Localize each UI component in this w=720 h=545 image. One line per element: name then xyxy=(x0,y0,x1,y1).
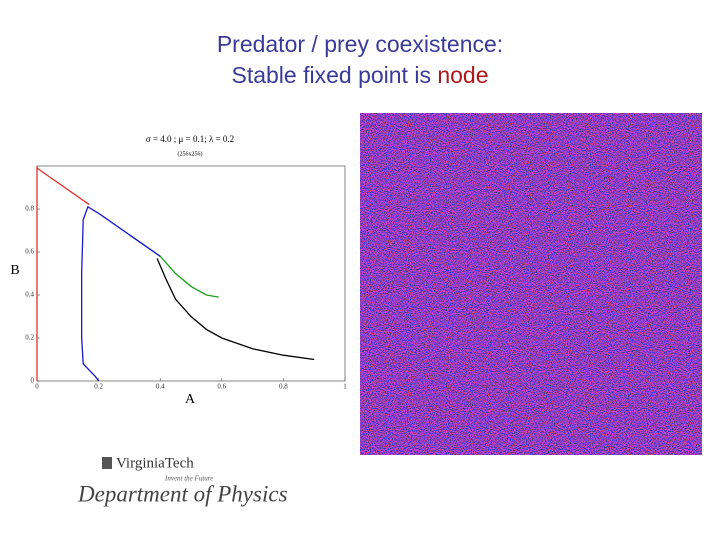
chart-title: σ = 4.0 ; μ = 0.1; λ = 0.2 xyxy=(146,134,234,144)
y-tick-label: 0.2 xyxy=(25,334,34,342)
plot-frame xyxy=(36,165,346,382)
title-line: Stable fixed point is node xyxy=(231,62,488,88)
trajectory xyxy=(156,258,315,361)
trajectory xyxy=(36,167,90,206)
x-tick-label: 0.6 xyxy=(217,383,226,391)
lattice-noise xyxy=(360,113,702,455)
x-tick-label: 1 xyxy=(343,383,347,391)
logo-emblem xyxy=(102,457,112,469)
title-text: Stable fixed point is xyxy=(231,62,430,88)
y-tick-label: 0.8 xyxy=(25,205,34,213)
y-axis-label: B xyxy=(10,263,19,278)
y-tick-label: 0 xyxy=(31,377,35,385)
title-highlight: node xyxy=(437,62,488,88)
x-axis-label: A xyxy=(185,392,196,407)
logo-tagline: Invent the Future xyxy=(164,475,213,483)
chart: σ = 4.0 ; μ = 0.1; λ = 0.2 (256x256) A B… xyxy=(10,134,347,407)
logo-department: Department of Physics xyxy=(77,481,288,506)
x-tick-label: 0.4 xyxy=(156,383,165,391)
title-line: Predator / prey coexistence: xyxy=(217,31,503,57)
x-tick-label: 0.2 xyxy=(94,383,103,391)
logo-university: VirginiaTech xyxy=(116,455,194,471)
x-tick-label: 0.8 xyxy=(279,383,288,391)
y-tick-label: 0.6 xyxy=(25,248,34,256)
logo: VirginiaTech Invent the Future Departmen… xyxy=(77,455,288,506)
chart-subtitle: (256x256) xyxy=(178,150,203,157)
x-tick-label: 0 xyxy=(35,383,39,391)
y-tick-label: 0.4 xyxy=(25,291,34,299)
trajectory xyxy=(81,205,161,382)
